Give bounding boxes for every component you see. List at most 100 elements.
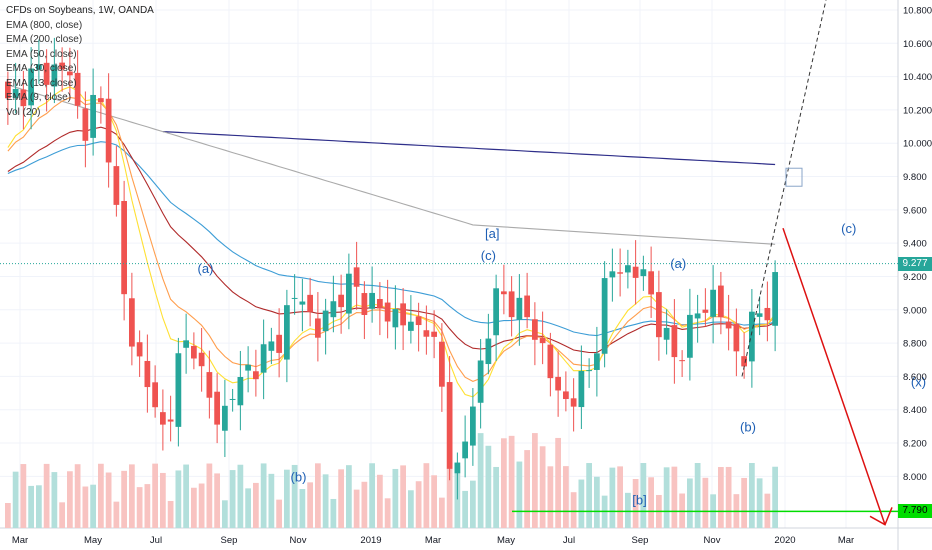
volume-bar (687, 478, 693, 528)
candle (485, 313, 492, 375)
candle (315, 292, 321, 362)
candle (733, 308, 740, 377)
volume-bar (136, 487, 143, 528)
volume-bar (90, 484, 96, 528)
volume-bar (229, 470, 236, 528)
candle-body (539, 338, 546, 344)
volume-bar (772, 466, 778, 528)
candle-body (570, 398, 577, 407)
candle-body (741, 356, 747, 367)
candle-body (725, 321, 732, 329)
candle-body (183, 340, 189, 348)
candle-body (563, 391, 569, 400)
candle (656, 270, 662, 361)
candle-body (446, 382, 453, 469)
candle (121, 180, 127, 321)
candle-body (206, 372, 213, 398)
candle-body (718, 285, 724, 318)
volume-bar (346, 465, 352, 528)
candle-body (733, 323, 740, 352)
candle-body (160, 412, 166, 425)
candle (741, 332, 747, 379)
volume-bar (105, 472, 112, 528)
candle-body (756, 313, 763, 317)
volume-bar (694, 463, 701, 528)
time-axis-labels: Mar May Jul Sep Nov 2019 Mar May Jul Sep Nov 2020 Ma… (12, 535, 854, 546)
volume-bar (400, 465, 406, 528)
candle (764, 281, 771, 342)
candle (74, 50, 81, 119)
candle-body (384, 302, 391, 322)
candle (609, 248, 616, 302)
volume-bar (408, 490, 414, 528)
candle (493, 274, 499, 362)
legend-ema13: EMA (13, close) (6, 77, 77, 89)
volume-bar (245, 488, 251, 528)
volume-bar (485, 445, 492, 528)
candle (105, 73, 112, 188)
ema-13-line (7, 96, 776, 383)
chart-title: CFDs on Soybeans, 1W, OANDA (6, 5, 154, 16)
candle-body (260, 344, 267, 373)
candle-body (663, 327, 670, 340)
candle (5, 71, 11, 125)
candle (198, 328, 205, 392)
volume-bar (5, 503, 11, 528)
candle-body (129, 298, 135, 347)
volume-bar (493, 466, 499, 528)
time-tick-label: Mar (838, 535, 854, 546)
candle-body (470, 406, 476, 446)
candle-body (28, 68, 34, 106)
wave-label: (b) (291, 469, 307, 484)
volume-bar (183, 464, 189, 528)
candle (129, 272, 135, 366)
candle (640, 255, 647, 291)
volume-bar (508, 435, 515, 528)
volume-bar (28, 485, 34, 528)
candle (477, 339, 484, 429)
legend-ema9: EMA (9, close) (6, 92, 72, 103)
candle (718, 271, 724, 335)
candle (237, 350, 244, 431)
price-tick-label: 10.200 (903, 105, 932, 116)
candle (28, 47, 34, 130)
candle-body (555, 376, 561, 391)
volume-bar (648, 477, 654, 528)
candle (144, 334, 151, 413)
candle-body (284, 305, 290, 360)
time-tick-label: Jul (563, 535, 575, 546)
volume-bar (640, 463, 647, 528)
candle (43, 49, 50, 112)
candle-body (191, 345, 197, 359)
candle-body (315, 318, 321, 338)
volume-bar (439, 497, 445, 528)
candle (369, 266, 375, 323)
price-tick-label: 10.000 (903, 139, 932, 150)
annotation-box (785, 167, 803, 187)
candle (330, 275, 337, 333)
volume-bar (586, 463, 592, 528)
candle (276, 308, 282, 378)
volume-bar (167, 500, 174, 528)
volume-bar (741, 477, 747, 528)
volume-bar (307, 482, 313, 528)
price-tick-label: 10.600 (903, 39, 932, 50)
candle (694, 294, 701, 343)
candle (648, 246, 654, 318)
volume-bar (718, 467, 724, 528)
volume-bar (67, 471, 73, 528)
candle (322, 298, 329, 355)
candle (20, 70, 27, 130)
candle-body (454, 462, 461, 474)
candle-body (694, 313, 701, 319)
candle (586, 358, 592, 388)
candle (555, 351, 561, 417)
volume-bar (625, 492, 631, 528)
candle-body (687, 314, 693, 358)
candle-body (532, 319, 538, 340)
candle (253, 349, 259, 397)
candle-body (152, 382, 158, 408)
candle-body (90, 94, 96, 138)
volume-bar (144, 484, 151, 528)
